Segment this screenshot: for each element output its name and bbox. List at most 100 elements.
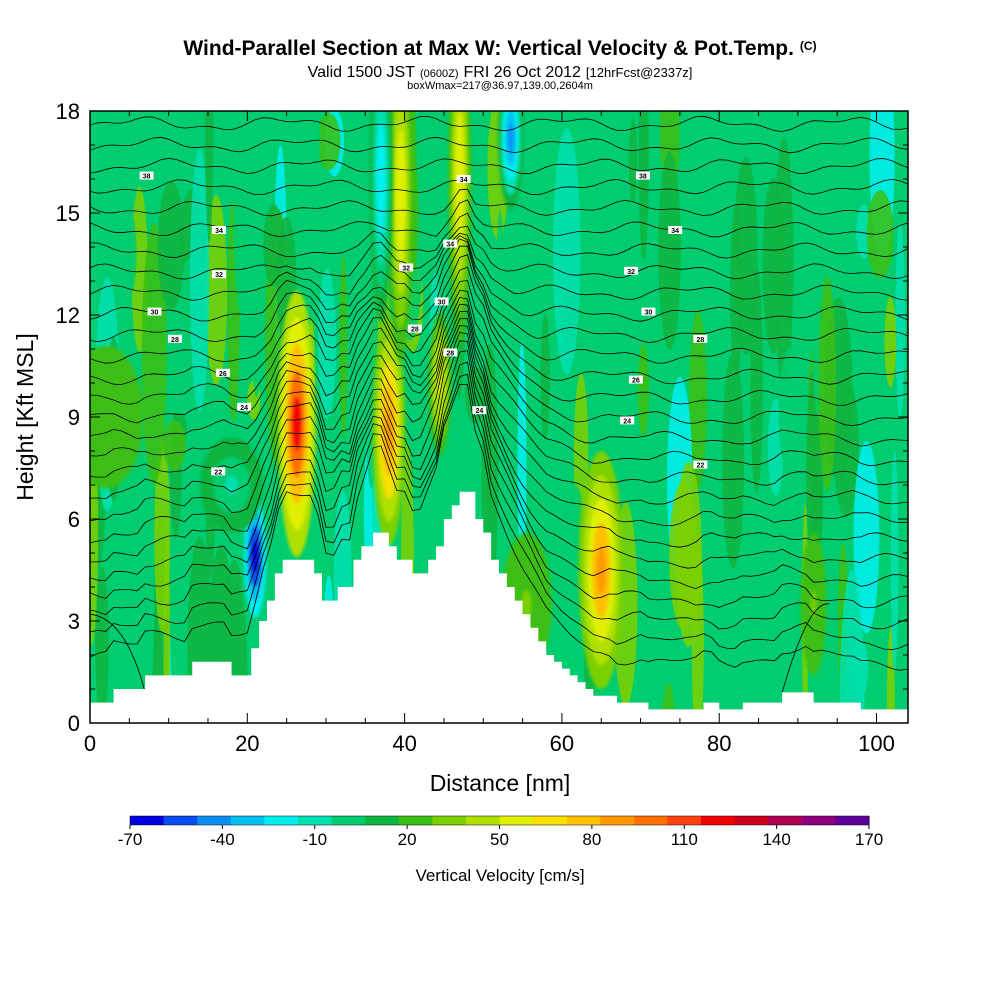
isentrope-label-text: 32 [215, 272, 223, 279]
isentrope-label: 26 [215, 368, 230, 378]
isentrope-label: 34 [211, 226, 226, 235]
velocity-stripe [839, 569, 865, 723]
isentrope-label: 34 [456, 175, 471, 184]
colorbar-label: Vertical Velocity [cm/s] [415, 866, 584, 885]
isentrope-label-box [237, 402, 252, 411]
velocity-stripe [190, 148, 210, 412]
colorbar-swatch [398, 816, 433, 825]
colorbar-swatch [499, 816, 534, 825]
isentrope-label: 32 [399, 263, 414, 272]
colorbar-swatch [465, 816, 500, 825]
isentrope-label: 24 [620, 416, 635, 425]
isentrope-line [90, 245, 908, 364]
isentrope-line [90, 325, 908, 548]
isentrope-line [90, 232, 908, 301]
isentrope-label-box [443, 348, 458, 357]
y-tick-label: 15 [56, 201, 80, 226]
y-tick-label: 18 [56, 99, 80, 124]
isentrope-label: 32 [624, 266, 639, 276]
isentrope-label-text: 22 [214, 469, 222, 476]
isentrope-label-box [693, 334, 708, 343]
velocity-stripe [706, 279, 716, 368]
isentrope-label: 28 [407, 324, 422, 334]
isentrope-label-text: 34 [446, 242, 454, 249]
velocity-stripe [895, 222, 906, 418]
isentrope-label: 30 [147, 307, 162, 317]
isentrope-label-text: 30 [438, 299, 446, 306]
isentrope-label-box [472, 406, 487, 415]
colorbar-swatch [768, 816, 803, 825]
x-tick-label: 0 [84, 731, 96, 756]
isentrope-label: 32 [211, 270, 226, 279]
chart-subtitle: Valid 1500 JST (0600Z) FRI 26 Oct 2012 [12h… [308, 64, 693, 81]
x-axis-label: Distance [nm] [430, 770, 571, 796]
velocity-stripe [317, 268, 337, 419]
y-axis-label: Height [Kft MSL] [12, 333, 38, 500]
colorbar-swatch [432, 816, 467, 825]
velocity-stripe [339, 254, 348, 439]
isentrope-line [781, 603, 830, 693]
velocity-stripe [205, 194, 228, 386]
colorbar-tick-label: -10 [302, 830, 327, 849]
velocity-stripe [669, 481, 698, 630]
colorbar-swatch [600, 816, 635, 825]
chart-title: Wind-Parallel Section at Max W: Vertical… [183, 37, 816, 60]
isentrope-label: 24 [237, 402, 252, 412]
colorbar-swatch [667, 816, 702, 825]
y-tick-label: 6 [68, 507, 80, 532]
x-tick-label: 20 [235, 731, 259, 756]
isentrope-label-box [211, 467, 226, 476]
velocity-core [378, 150, 384, 208]
isentrope-line [90, 340, 908, 590]
colorbar-swatch [197, 816, 232, 825]
velocity-stripe [762, 177, 784, 354]
y-tick-label: 12 [56, 303, 80, 328]
isentrope-label-text: 34 [671, 228, 679, 235]
isentrope-line [90, 212, 908, 259]
chart-subtitle-box: boxWmax=217@36.97,139.00,2604m [407, 80, 593, 92]
isentrope-label: 28 [167, 334, 182, 344]
velocity-stripe [187, 536, 213, 723]
colorbar-swatch [835, 816, 870, 825]
isentrope-label-box [434, 297, 449, 306]
isentrope-label-text: 28 [696, 337, 704, 344]
velocity-stripe [540, 312, 550, 440]
isentrope-line [90, 136, 908, 154]
velocity-stripe [162, 420, 186, 471]
velocity-stripe [95, 566, 109, 721]
isentrope-label-box [399, 263, 414, 272]
isentrope-line [90, 331, 908, 569]
terrain [90, 491, 908, 723]
y-tick-label: 9 [68, 405, 80, 430]
colorbar: -70 -40 -10 20 50 80 110 140 170 [118, 815, 883, 849]
velocity-core [385, 407, 393, 454]
velocity-stripe [628, 118, 638, 203]
velocity-stripe [119, 208, 137, 300]
velocity-stripe [157, 181, 185, 312]
isentrope-line [90, 157, 908, 175]
velocity-stripe [552, 127, 581, 375]
isentrope-label-box [635, 171, 650, 180]
colorbar-swatch [230, 816, 265, 825]
velocity-stripe [729, 111, 739, 190]
velocity-stripe [833, 378, 859, 518]
isentrope-line [90, 279, 908, 426]
velocity-stripe [205, 111, 214, 244]
axes: 0 20 40 60 80 100 0 3 6 9 12 15 18 [56, 99, 908, 756]
isentrope-label-text: 34 [215, 228, 223, 235]
isentrope-label-box [641, 307, 656, 316]
velocity-stripe [317, 113, 341, 170]
isentrope-label-box [456, 175, 471, 183]
isentrope-line [90, 235, 908, 322]
isentrope-line [90, 613, 146, 693]
isentrope-line [90, 225, 908, 280]
colorbar-swatch [365, 816, 400, 825]
isentrope-line [90, 115, 908, 132]
velocity-stripe [853, 440, 880, 634]
velocity-core [521, 589, 532, 619]
colorbar-tick-label: 140 [762, 830, 790, 849]
colorbar-tick-label: 80 [582, 830, 601, 849]
isentrope-label-text: 38 [143, 174, 151, 181]
isentrope-label: 30 [434, 297, 449, 306]
isentrope-label: 28 [443, 348, 458, 357]
